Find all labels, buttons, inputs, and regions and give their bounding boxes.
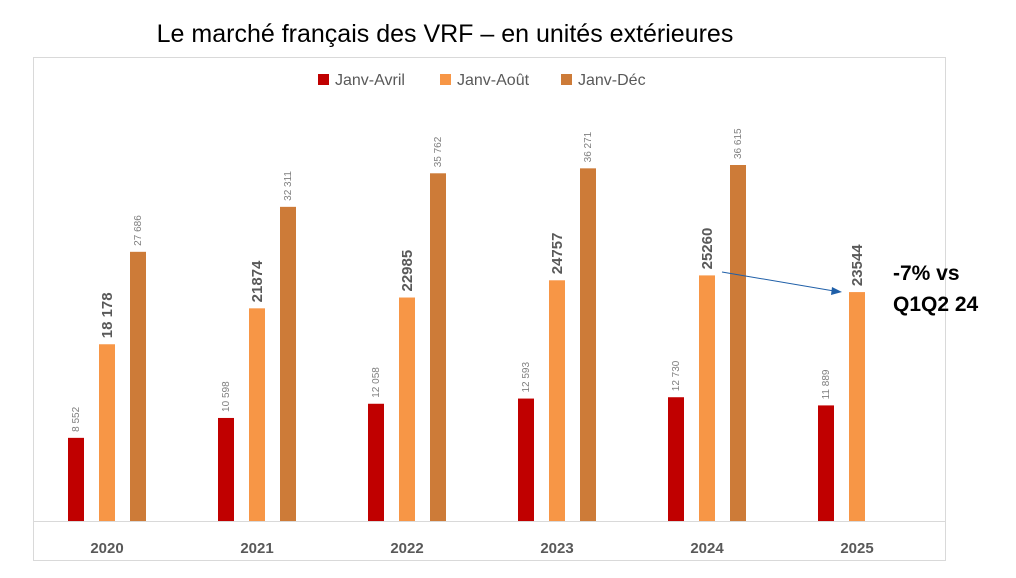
- bar-2024-1: [699, 275, 715, 521]
- bar-2020-0: [68, 437, 84, 521]
- annotation: -7% vs Q1Q2 24: [893, 258, 978, 320]
- bar-2022-0: [368, 403, 384, 521]
- data-label-2020-2: 27 686: [133, 215, 144, 246]
- annotation-arrow-line: [721, 271, 835, 292]
- bar-2022-2: [430, 173, 446, 522]
- data-label-2024-0: 12 730: [671, 360, 682, 391]
- data-label-2024-1: 25260: [699, 228, 716, 270]
- legend-swatch-0: [318, 74, 329, 85]
- bar-2021-2: [280, 206, 296, 521]
- data-label-2022-1: 22985: [399, 250, 416, 292]
- legend-label-0: Janv-Avril: [335, 72, 405, 89]
- x-tick-label-2024: 2024: [690, 540, 724, 557]
- data-label-2020-1: 18 178: [99, 292, 116, 338]
- data-label-2023-1: 24757: [549, 233, 566, 275]
- data-label-2021-2: 32 311: [283, 171, 294, 201]
- bar-2020-1: [99, 344, 115, 521]
- bar-2022-1: [399, 297, 415, 521]
- annotation-line-2: Q1Q2 24: [893, 293, 979, 316]
- bar-2025-1: [849, 292, 865, 521]
- bar-2021-1: [249, 308, 265, 521]
- legend-swatch-1: [440, 74, 451, 85]
- data-label-2021-1: 21874: [249, 260, 266, 302]
- bar-2024-0: [668, 397, 684, 521]
- x-tick-label-2022: 2022: [390, 540, 423, 557]
- bar-2021-0: [218, 417, 234, 521]
- data-label-2020-0: 8 552: [71, 406, 82, 431]
- legend-swatch-2: [561, 74, 572, 85]
- data-label-2022-0: 12 058: [371, 367, 382, 398]
- x-tick-label-2021: 2021: [240, 540, 273, 557]
- plot-frame: [33, 57, 946, 561]
- legend-label-2: Janv-Déc: [578, 72, 646, 89]
- data-label-2024-2: 36 615: [733, 128, 744, 159]
- data-label-2025-1: 23544: [849, 244, 866, 286]
- bar-2023-0: [518, 398, 534, 521]
- annotation-line-1: -7% vs: [893, 262, 960, 285]
- x-tick-label-2025: 2025: [840, 540, 873, 557]
- bar-2024-2: [730, 165, 746, 521]
- annotation-arrow-head: [831, 287, 842, 295]
- chart-title: Le marché français des VRF – en unités e…: [156, 20, 734, 48]
- data-label-2023-0: 12 593: [521, 362, 532, 393]
- bar-2023-1: [549, 280, 565, 521]
- bar-2025-0: [818, 405, 834, 521]
- data-label-2022-2: 35 762: [433, 136, 444, 167]
- bar-2023-2: [580, 168, 596, 521]
- x-tick-label-2020: 2020: [90, 540, 123, 557]
- x-tick-label-2023: 2023: [540, 540, 573, 557]
- legend-label-1: Janv-Août: [457, 72, 530, 89]
- bar-2020-2: [130, 251, 146, 521]
- data-label-2025-0: 11 889: [821, 369, 832, 399]
- data-label-2023-2: 36 271: [583, 131, 594, 162]
- data-label-2021-0: 10 598: [221, 381, 232, 412]
